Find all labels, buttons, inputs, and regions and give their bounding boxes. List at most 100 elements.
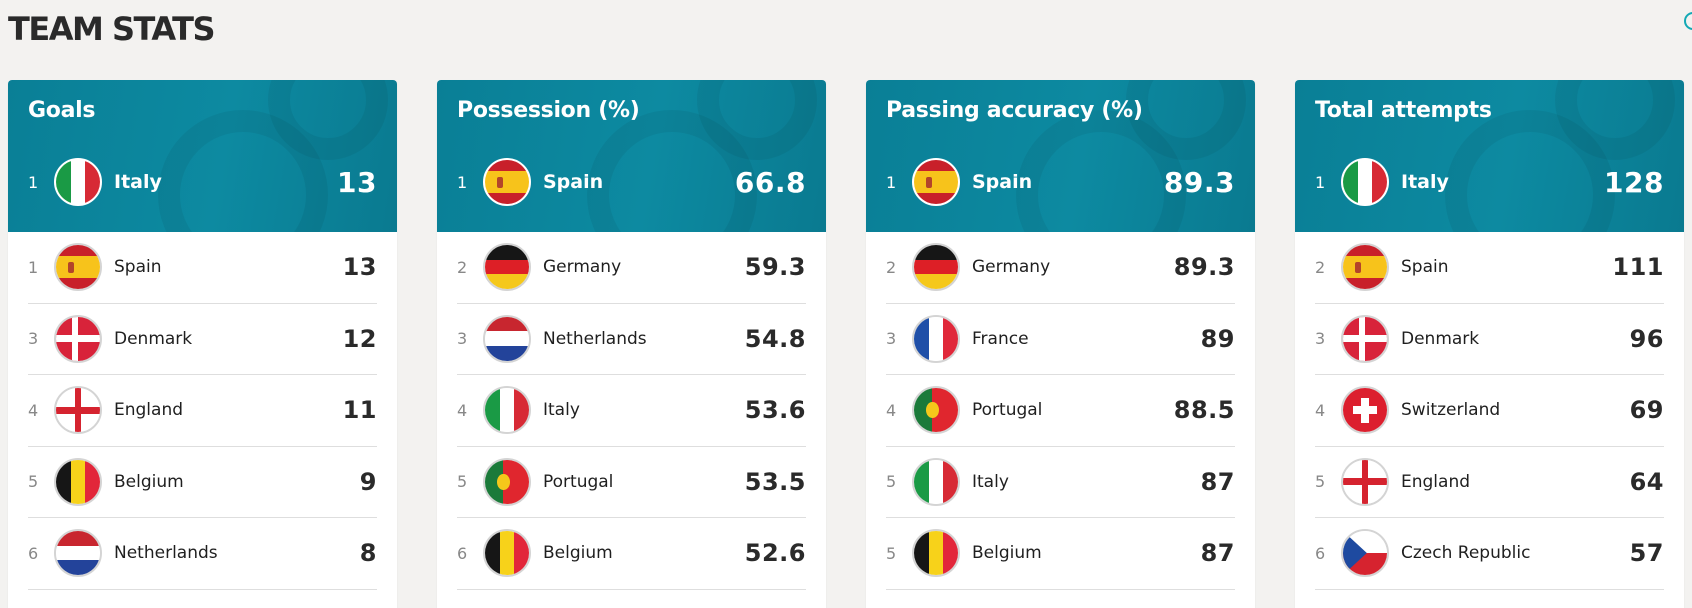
stat-value: 9	[359, 467, 377, 496]
rank: 1	[457, 172, 468, 192]
leader-row[interactable]: 1 Spain 66.8	[457, 155, 806, 209]
belgium-flag-icon	[912, 529, 960, 578]
table-row[interactable]: 4 Portugal 88.5	[886, 375, 1235, 447]
table-row[interactable]: 6 Czech Republic 57	[1315, 518, 1664, 590]
stat-value: 57	[1629, 539, 1664, 568]
leader-row[interactable]: 1 Italy 13	[28, 155, 377, 209]
ranking-list: 2 Germany 59.3 3 Netherlands 54.8 4 Ital…	[437, 232, 826, 590]
team-name: Italy	[1401, 171, 1449, 193]
team-name: Spain	[543, 171, 604, 193]
table-row[interactable]: 3 Denmark 12	[28, 304, 377, 375]
stat-value: 64	[1629, 467, 1664, 496]
team-name: Belgium	[114, 471, 184, 492]
stat-value: 8	[359, 539, 377, 568]
stat-value: 13	[342, 253, 377, 282]
table-row[interactable]: 5 Belgium 87	[886, 518, 1235, 590]
table-row[interactable]: 3 France 89	[886, 304, 1235, 375]
team-name: Czech Republic	[1401, 543, 1531, 564]
italy-flag-icon	[912, 457, 960, 506]
rank: 4	[457, 400, 468, 420]
rank: 5	[457, 472, 468, 492]
stat-value: 87	[1200, 467, 1235, 496]
stat-value: 54.8	[744, 324, 806, 353]
card-header: Passing accuracy (%) 1 Spain 89.3	[866, 80, 1255, 232]
leader-row[interactable]: 1 Spain 89.3	[886, 155, 1235, 209]
table-row[interactable]: 5 Italy 87	[886, 447, 1235, 518]
stat-card-possession[interactable]: Possession (%) 1 Spain 66.8 2 Germany 59…	[437, 80, 826, 608]
rank: 1	[886, 172, 897, 192]
card-header: Total attempts 1 Italy 128	[1295, 80, 1684, 232]
rank: 4	[28, 400, 39, 420]
rank: 6	[28, 543, 39, 563]
stat-card-total-attempts[interactable]: Total attempts 1 Italy 128 2 Spain 111 3…	[1295, 80, 1684, 608]
team-name: Italy	[114, 171, 162, 193]
netherlands-flag-icon	[54, 529, 102, 578]
stat-value: 89.3	[1163, 165, 1235, 199]
team-name: Denmark	[114, 328, 193, 349]
stat-value: 53.6	[744, 396, 806, 425]
portugal-flag-icon	[483, 457, 531, 506]
table-row[interactable]: 4 Switzerland 69	[1315, 375, 1664, 447]
partial-circle-icon[interactable]	[1684, 12, 1692, 30]
rank: 4	[1315, 400, 1326, 420]
rank: 3	[457, 329, 468, 349]
netherlands-flag-icon	[483, 314, 531, 363]
stat-value: 66.8	[734, 165, 806, 199]
team-name: Belgium	[972, 543, 1042, 564]
rank: 2	[886, 257, 897, 277]
card-header: Goals 1 Italy 13	[8, 80, 397, 232]
table-row[interactable]: 4 Italy 53.6	[457, 375, 806, 447]
stat-value: 88.5	[1173, 396, 1235, 425]
ranking-list: 1 Spain 13 3 Denmark 12 4 England 11 5 B…	[8, 232, 397, 590]
stat-value: 87	[1200, 539, 1235, 568]
rank: 3	[28, 329, 39, 349]
team-name: Belgium	[543, 543, 613, 564]
table-row[interactable]: 2 Germany 59.3	[457, 232, 806, 304]
stat-card-goals[interactable]: Goals 1 Italy 13 1 Spain 13 3 Denmark 12	[8, 80, 397, 608]
denmark-flag-icon	[54, 314, 102, 363]
table-row[interactable]: 5 Portugal 53.5	[457, 447, 806, 518]
team-name: Italy	[972, 471, 1009, 492]
team-name: Portugal	[543, 471, 614, 492]
rank: 6	[457, 543, 468, 563]
rank: 1	[1315, 172, 1326, 192]
switzerland-flag-icon	[1341, 386, 1389, 435]
spain-flag-icon	[1341, 243, 1389, 292]
rank: 2	[457, 257, 468, 277]
table-row[interactable]: 1 Spain 13	[28, 232, 377, 304]
table-row[interactable]: 5 England 64	[1315, 447, 1664, 518]
table-row[interactable]: 2 Spain 111	[1315, 232, 1664, 304]
team-name: France	[972, 328, 1029, 349]
table-row[interactable]: 3 Denmark 96	[1315, 304, 1664, 375]
table-row[interactable]: 6 Netherlands 8	[28, 518, 377, 590]
stat-card-passing-accuracy[interactable]: Passing accuracy (%) 1 Spain 89.3 2 Germ…	[866, 80, 1255, 608]
stat-value: 52.6	[744, 539, 806, 568]
italy-flag-icon	[483, 386, 531, 435]
rank: 3	[886, 329, 897, 349]
team-name: Netherlands	[543, 328, 647, 349]
table-row[interactable]: 5 Belgium 9	[28, 447, 377, 518]
spain-flag-icon	[54, 243, 102, 292]
stat-value: 12	[342, 324, 377, 353]
table-row[interactable]: 4 England 11	[28, 375, 377, 447]
rank: 5	[1315, 472, 1326, 492]
rank: 4	[886, 400, 897, 420]
rank: 5	[28, 472, 39, 492]
rank: 1	[28, 172, 39, 192]
card-header: Possession (%) 1 Spain 66.8	[437, 80, 826, 232]
team-name: Netherlands	[114, 543, 218, 564]
france-flag-icon	[912, 314, 960, 363]
table-row[interactable]: 3 Netherlands 54.8	[457, 304, 806, 375]
table-row[interactable]: 6 Belgium 52.6	[457, 518, 806, 590]
england-flag-icon	[54, 386, 102, 435]
italy-flag-icon	[54, 158, 102, 206]
ranking-list: 2 Spain 111 3 Denmark 96 4 Switzerland 6…	[1295, 232, 1684, 590]
rank: 3	[1315, 329, 1326, 349]
card-title: Goals	[28, 98, 96, 123]
stat-value: 89	[1200, 324, 1235, 353]
team-name: England	[114, 400, 184, 421]
leader-row[interactable]: 1 Italy 128	[1315, 155, 1664, 209]
team-name: England	[1401, 471, 1471, 492]
table-row[interactable]: 2 Germany 89.3	[886, 232, 1235, 304]
team-name: Germany	[543, 257, 622, 278]
